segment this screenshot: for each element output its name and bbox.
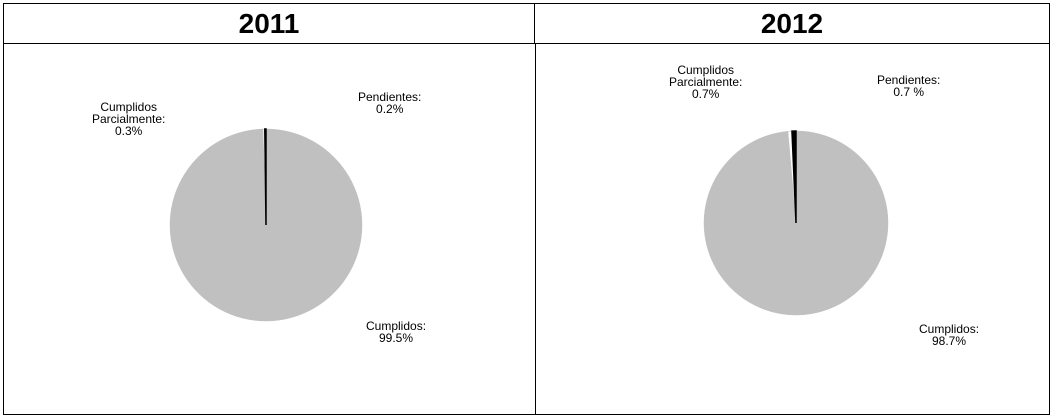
label-line: Pendientes: <box>877 73 941 87</box>
pie-slice-pendientes-2011 <box>264 128 267 226</box>
label-line: 98.7% <box>932 334 967 348</box>
slice-label-cumplidos-2011: Cumplidos: 99.5% <box>366 320 426 344</box>
label-line: Cumplidos <box>677 63 735 77</box>
pie-panel-2011: Pendientes: 0.2% Cumplidos Parcialmente:… <box>4 45 535 414</box>
label-line: Cumplidos: <box>919 322 980 336</box>
slice-label-parcial-2012: Cumplidos Parcialmente: 0.7% <box>669 64 742 100</box>
pie-panel-2012: Pendientes: 0.7 % Cumplidos Parcialmente… <box>536 45 1049 414</box>
label-line: Pendientes: <box>358 90 422 104</box>
pie-chart-2011 <box>169 128 363 322</box>
chart-title-2011: 2011 <box>4 4 535 44</box>
label-line: 99.5% <box>379 331 414 345</box>
charts-table: 2011 2012 Pendientes: 0.2% Cumplidos Par… <box>3 3 1050 415</box>
label-line: Parcialmente: <box>92 112 166 126</box>
label-line: Parcialmente: <box>669 75 743 89</box>
column-divider <box>535 44 536 414</box>
label-line: Cumplidos <box>100 100 158 114</box>
pie-chart-2012 <box>703 130 889 316</box>
label-line: Cumplidos: <box>366 319 427 333</box>
slice-label-pendientes-2011: Pendientes: 0.2% <box>358 91 421 115</box>
slice-label-cumplidos-2012: Cumplidos: 98.7% <box>919 323 979 347</box>
chart-title-2012: 2012 <box>535 4 1049 44</box>
label-line: 0.7% <box>692 87 720 101</box>
label-line: 0.3% <box>115 124 143 138</box>
label-line: 0.7 % <box>893 85 925 99</box>
pie-slice-pendientes-2012 <box>791 130 797 224</box>
label-line: 0.2% <box>376 102 404 116</box>
slice-label-pendientes-2012: Pendientes: 0.7 % <box>877 74 940 98</box>
pie-slice-cumplidos-2012 <box>703 130 889 316</box>
slice-label-parcial-2011: Cumplidos Parcialmente: 0.3% <box>92 101 165 137</box>
